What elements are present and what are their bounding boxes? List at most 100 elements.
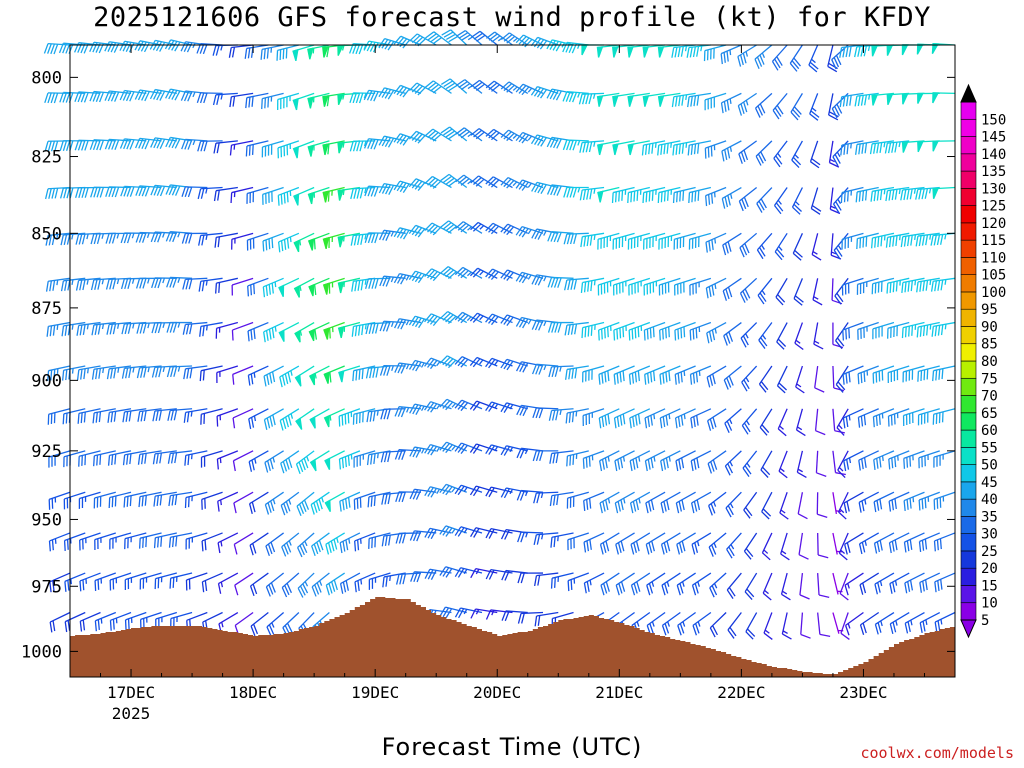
wind-barb [646,611,666,636]
wind-barb [644,450,666,472]
colorbar-label: 125 [981,199,1006,215]
wind-barb [217,491,239,512]
wind-barb [578,92,605,105]
wind-barb [393,227,422,240]
wind-barb [599,491,620,514]
wind-barb [364,185,391,197]
colorbar-label: 20 [981,561,998,577]
wind-barb [813,322,824,350]
wind-barb [410,571,437,583]
wind-barb [149,88,177,101]
wind-barb [723,322,742,346]
wind-barb [903,450,925,469]
wind-barb [688,232,712,250]
wind-barb [903,532,925,553]
wind-barb [485,486,513,498]
wind-barb [885,186,910,202]
wind-barb [627,186,650,204]
wind-barb [840,186,864,204]
wind-barb [661,611,681,636]
wind-barb [296,491,315,516]
wind-barb [757,277,773,305]
wind-barb [888,450,910,470]
wind-barb [485,313,513,326]
wind-barb [353,450,376,468]
wind-barb [197,140,223,152]
colorbar-label: 70 [981,389,998,405]
wind-barb [933,450,956,468]
wind-barb [758,322,773,349]
wind-barb [904,611,925,634]
wind-barb [354,532,376,552]
wind-barb [165,136,193,149]
wind-barb [349,140,376,152]
wind-barb [598,365,620,385]
colorbar-segment [960,516,977,534]
colorbar-segment [960,205,977,224]
wind-barb [674,408,696,429]
wind-barb [901,277,925,294]
colorbar-segment [960,170,977,189]
wind-barb [293,232,315,253]
wind-barb [339,572,361,594]
wind-barb [534,611,559,627]
wind-barb [199,365,223,382]
wind-barb [63,532,86,551]
wind-barb [231,321,254,341]
wind-barb [789,44,803,72]
wind-barb [368,572,391,590]
wind-barb [200,408,223,425]
wind-barb [611,186,635,204]
wind-barb [216,365,239,383]
colorbar-segment [960,429,977,448]
wind-barb [835,365,849,393]
wind-barb [197,186,223,200]
wind-barb [658,277,681,296]
wind-barb [94,532,116,551]
colorbar-label: 80 [981,354,998,370]
wind-barb [844,532,864,555]
wind-barb [582,450,605,469]
wind-barb [691,532,712,555]
x-tick-label: 20DEC [473,683,521,702]
wind-barb [659,365,681,385]
wind-barb [215,277,238,294]
wind-barb [325,532,345,555]
wind-barb [659,321,681,341]
colorbar-segment [960,101,977,120]
wind-barb [744,572,758,601]
wind-barb [834,277,849,305]
wind-barb [455,79,483,94]
wind-barb [353,491,376,510]
wind-barb [887,408,910,427]
wind-barb [915,186,940,200]
wind-barb [45,277,71,292]
colorbar-segment [960,412,977,431]
wind-barb [627,232,651,250]
wind-barb [124,611,147,631]
wind-barb [261,92,284,110]
wind-barb [727,612,742,639]
wind-barb [169,572,193,589]
wind-barb [106,321,132,335]
wind-barb [835,322,849,350]
wind-barb [281,572,300,598]
wind-barb [266,612,285,637]
wind-barb [232,450,254,472]
colorbar-segment [960,360,977,379]
wind-barb [599,450,620,472]
wind-barb [154,572,177,590]
wind-barb [150,137,177,149]
wind-barb [75,277,101,291]
wind-barb [104,90,132,102]
wind-barb [454,526,483,537]
wind-barb [354,572,376,593]
wind-barb [265,572,285,597]
y-tick-label: 850 [31,224,62,244]
colorbar-segment [960,118,977,137]
wind-barb [247,365,269,386]
wind-barb [92,408,116,424]
wind-barb [917,140,940,153]
wind-barb [706,321,727,344]
wind-barb [791,187,803,215]
